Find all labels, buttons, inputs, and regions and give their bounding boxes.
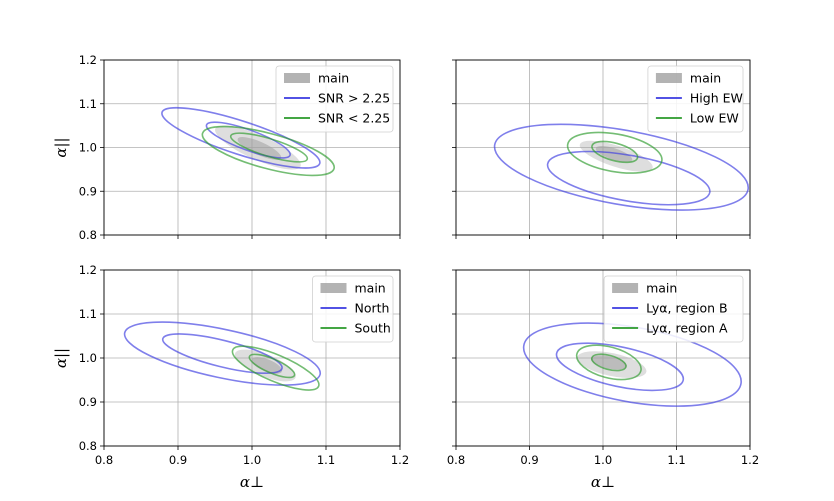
- contour-main-level-1: [237, 137, 282, 160]
- legend-label: SNR > 2.25: [318, 91, 390, 106]
- contour-snr-2-25-level-2: [161, 106, 321, 169]
- y-tick-label: 1.2: [79, 53, 97, 67]
- x-tick-label: 0.8: [447, 453, 465, 467]
- legend: main SNR > 2.25 SNR < 2.25: [275, 65, 394, 133]
- contour-low-ew-level-2: [566, 131, 663, 174]
- x-tick-label: 1.1: [667, 453, 685, 467]
- legend-swatch-main: [612, 283, 639, 293]
- y-tick-label: 1.0: [79, 351, 97, 365]
- legend-label: SNR < 2.25: [318, 111, 390, 126]
- contour-north-level-1: [161, 333, 283, 375]
- contour-snr-2-25-level-2: [201, 125, 335, 177]
- y-tick-label: 0.8: [79, 228, 97, 242]
- y-tick-label: 1.1: [79, 97, 97, 111]
- x-axis-label: α⊥: [591, 473, 615, 491]
- y-tick-label: 1.0: [79, 141, 97, 155]
- contour-high-ew-level-2: [493, 123, 750, 211]
- contour-south-level-2: [231, 345, 320, 391]
- y-tick-label: 0.8: [79, 439, 97, 453]
- panel-bottom-right: 0.8 0.9 1.0 1.1 1.2 α⊥ main Lyα, region B Lyα, r…: [447, 269, 759, 491]
- contour-ly-region-a-level-1: [590, 353, 627, 372]
- panel-top-left: 0.8 0.9 1.0 1.1 1.2 α|| main SNR > 2.25 SNR < 2.…: [52, 53, 401, 242]
- panel-contours: [493, 123, 750, 211]
- y-tick-label: 0.9: [79, 184, 97, 198]
- x-tick-label: 0.9: [520, 453, 538, 467]
- legend-box: [603, 275, 744, 343]
- legend: main Lyα, region B Lyα, region A: [603, 275, 744, 343]
- x-tick-label: 1.0: [243, 453, 261, 467]
- contour-main-level-1: [251, 357, 283, 374]
- x-tick-label: 1.2: [391, 453, 409, 467]
- x-tick-label: 1.1: [317, 453, 335, 467]
- x-tick-label: 1.2: [741, 453, 759, 467]
- x-tick-label: 0.8: [95, 453, 113, 467]
- contour-main-level-1: [595, 146, 633, 163]
- contour-north-level-2: [123, 321, 322, 386]
- y-tick-label: 1.1: [79, 307, 97, 321]
- panel-contours: [123, 321, 322, 391]
- y-axis-label: α||: [52, 348, 70, 368]
- x-tick-label: 0.9: [169, 453, 187, 467]
- contour-snr-2-25-level-1: [229, 132, 309, 163]
- legend-label: main: [318, 71, 349, 86]
- legend-label: main: [355, 281, 386, 296]
- x-tick-label: 1.0: [594, 453, 612, 467]
- legend-swatch-main: [655, 73, 682, 83]
- legend-label: South: [355, 321, 391, 336]
- legend-label: main: [690, 71, 721, 86]
- legend-label: High EW: [690, 91, 743, 106]
- y-axis-label: α||: [52, 137, 70, 157]
- panel-bottom-left: 0.80.8 0.9 0.9 1.0 1.0 1.1 1.1 1.2 1.2 α|| α⊥ main N…: [52, 263, 409, 491]
- panel-top-right: main High EW Low EW: [452, 59, 751, 239]
- contour-high-ew-level-1: [546, 150, 711, 206]
- contour-low-ew-level-1: [591, 140, 639, 164]
- contour-ly-region-a-level-2: [575, 344, 642, 381]
- legend-swatch-main: [320, 283, 347, 293]
- contour-snr-2-25-level-1: [205, 121, 291, 159]
- legend-swatch-main: [284, 73, 310, 83]
- panel-contours: [161, 106, 335, 177]
- legend-label: Low EW: [690, 111, 739, 126]
- contour-south-level-1: [248, 353, 296, 379]
- contour-ly-region-b-level-1: [555, 342, 685, 392]
- legend: main High EW Low EW: [647, 65, 744, 133]
- legend: main North South: [312, 275, 394, 343]
- y-tick-label: 1.2: [79, 263, 97, 277]
- x-axis-label: α⊥: [240, 473, 264, 491]
- legend-label: Lyα, region B: [646, 301, 727, 316]
- y-tick-label: 0.9: [79, 395, 97, 409]
- legend-label: main: [646, 281, 677, 296]
- legend-label: Lyα, region A: [646, 321, 728, 336]
- legend-label: North: [355, 301, 390, 316]
